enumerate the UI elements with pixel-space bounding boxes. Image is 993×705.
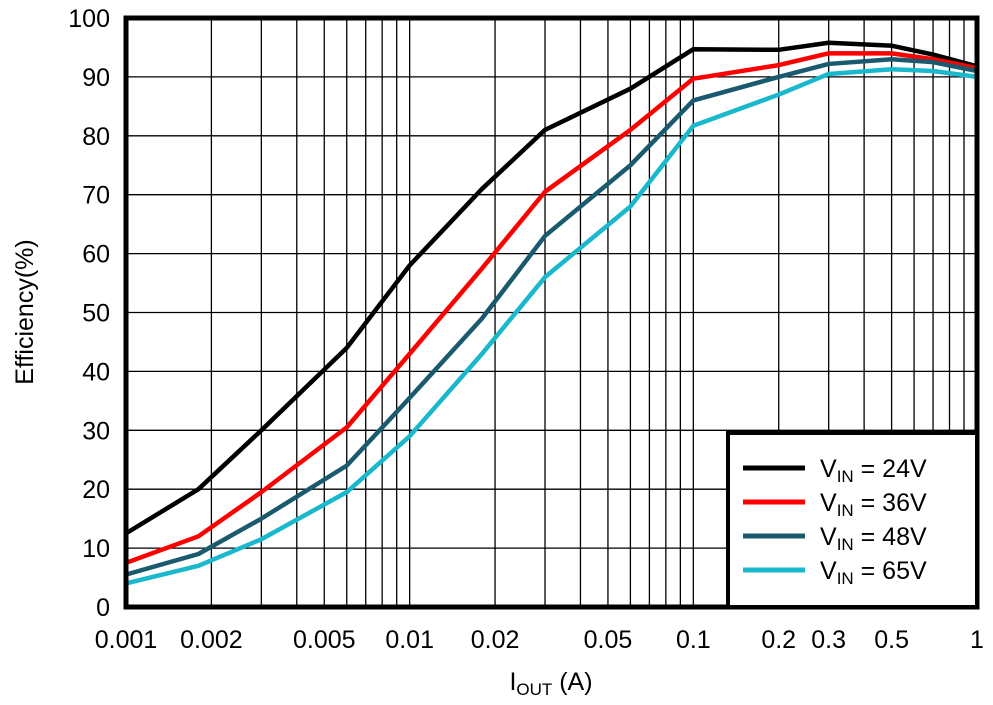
series-line xyxy=(125,51,978,565)
x-tick-label: 0.1 xyxy=(676,626,711,654)
x-tick-label: 0.3 xyxy=(811,626,846,654)
legend-entry: VIN = 48V xyxy=(820,523,927,554)
y-tick-label: 0 xyxy=(96,594,110,622)
x-axis-label: IOUT (A) xyxy=(509,668,592,699)
x-tick-label: 0.05 xyxy=(584,626,633,654)
x-axis-label-main: I xyxy=(509,668,516,696)
x-tick-labels: 0.001 0.002 0.005 0.01 0.02 0.05 0.1 0.2 0.3 0.5 1 xyxy=(95,626,984,654)
y-tick-label: 90 xyxy=(82,64,110,92)
series-lines xyxy=(124,40,978,586)
x-tick-label: 0.002 xyxy=(180,626,243,654)
x-tick-label: 0.005 xyxy=(293,626,356,654)
y-axis-label: Efficiency(%) xyxy=(11,239,39,384)
y-tick-label: 70 xyxy=(82,182,110,210)
y-tick-label: 40 xyxy=(82,358,110,386)
legend-entry: VIN = 36V xyxy=(820,489,927,520)
legend-box xyxy=(726,431,979,609)
y-tick-label: 80 xyxy=(82,123,110,151)
series-line xyxy=(124,40,978,536)
y-tick-label: 50 xyxy=(82,300,110,328)
plot-border xyxy=(123,15,980,610)
y-tick-label: 10 xyxy=(82,535,110,563)
x-tick-label: 0.5 xyxy=(874,626,909,654)
series-line xyxy=(125,66,978,586)
y-tick-label: 100 xyxy=(68,5,110,33)
y-tick-label: 30 xyxy=(82,417,110,445)
legend-entry: VIN = 24V xyxy=(820,455,927,486)
y-tick-labels: 0 10 20 30 40 50 60 70 80 90 100 xyxy=(68,5,110,622)
x-axis-label-unit: (A) xyxy=(552,668,592,696)
x-axis-label-sub: OUT xyxy=(516,680,552,699)
series-line xyxy=(125,56,978,577)
x-tick-label: 0.01 xyxy=(385,626,434,654)
x-tick-label: 1 xyxy=(970,626,984,654)
y-tick-label: 60 xyxy=(82,241,110,269)
y-tick-label: 20 xyxy=(82,476,110,504)
x-tick-label: 0.2 xyxy=(761,626,796,654)
x-tick-label: 0.02 xyxy=(471,626,520,654)
x-tick-label: 0.001 xyxy=(95,626,158,654)
legend-entry: VIN = 65V xyxy=(820,557,927,588)
